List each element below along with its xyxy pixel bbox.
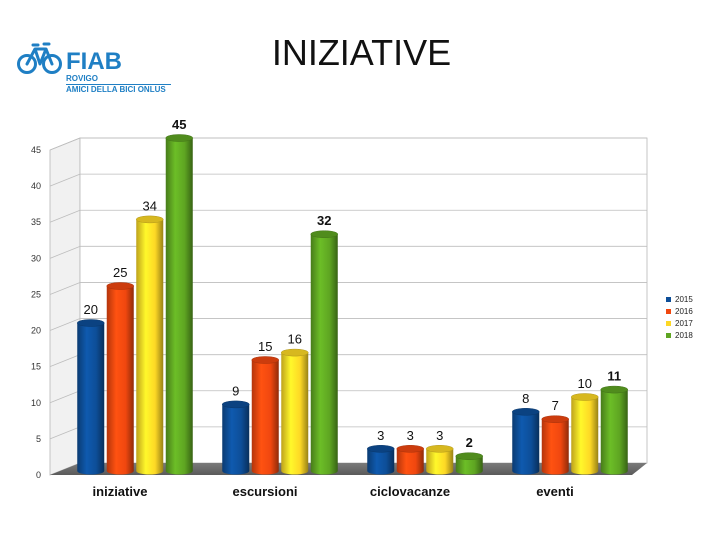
y-tick-label: 35	[31, 217, 41, 227]
legend-swatch	[666, 332, 671, 338]
legend-swatch	[666, 320, 671, 326]
data-label: 8	[522, 391, 529, 406]
x-tick-label: ciclovacanze	[370, 484, 450, 499]
gridline-side	[49, 426, 81, 440]
legend-entry: 2017	[666, 317, 693, 329]
logo-city: ROVIGO	[66, 74, 99, 83]
legend-swatch	[666, 296, 671, 302]
legend-label: 2018	[675, 330, 693, 340]
fiab-logo: FIAB ROVIGO AMICI DELLA BICI ONLUS	[16, 40, 176, 96]
data-label: 45	[172, 117, 186, 132]
y-tick-label: 30	[31, 253, 41, 263]
logo-divider	[66, 84, 171, 85]
bar-2015-escursioni	[222, 400, 250, 475]
bar-2016-iniziative	[106, 282, 134, 475]
bar-2015-eventi	[512, 408, 540, 475]
bicycle-icon	[17, 42, 62, 74]
x-axis: iniziative escursioni ciclovacanze eventi	[93, 484, 574, 499]
bar-2016-ciclovacanze	[396, 445, 424, 475]
y-tick-label: 45	[31, 145, 41, 155]
y-tick-label: 5	[36, 434, 41, 444]
data-label: 7	[552, 398, 559, 413]
bar-2018-iniziative	[165, 134, 193, 475]
y-tick-label: 10	[31, 398, 41, 408]
logo-brand: FIAB	[66, 48, 122, 75]
data-label: 20	[84, 302, 98, 317]
gridline-side	[49, 318, 81, 331]
data-label: 3	[377, 428, 384, 443]
y-tick-label: 20	[31, 326, 41, 336]
legend-entry: 2018	[666, 329, 693, 341]
legend-entry: 2016	[666, 305, 693, 317]
data-label: 10	[578, 376, 592, 391]
bar-2016-escursioni	[251, 356, 279, 475]
bar-2018-escursioni	[310, 230, 338, 475]
x-tick-label: escursioni	[232, 484, 297, 499]
data-label: 32	[317, 213, 331, 228]
data-label: 3	[407, 428, 414, 443]
data-label: 3	[436, 428, 443, 443]
y-tick-label: 25	[31, 289, 41, 299]
gridline-side	[49, 245, 81, 259]
bar-2016-eventi	[541, 415, 569, 475]
bar-2015-ciclovacanze	[367, 445, 395, 475]
gridline-side	[49, 390, 81, 404]
y-tick-label: 0	[36, 470, 41, 480]
gridline-side	[49, 137, 81, 151]
side-wall	[49, 137, 81, 476]
x-tick-label: iniziative	[93, 484, 148, 499]
chart-bars	[77, 134, 628, 475]
bar-2015-iniziative	[77, 319, 105, 475]
back-wall	[79, 137, 648, 464]
data-label: 25	[113, 265, 127, 280]
data-label: 15	[258, 339, 272, 354]
gridline-side	[49, 282, 81, 295]
data-label: 16	[288, 332, 302, 347]
legend-label: 2017	[675, 318, 693, 328]
legend-entry: 2015	[666, 293, 693, 305]
gridline-side	[49, 354, 81, 368]
chart-legend: 2015 2016 2017 2018	[666, 293, 693, 341]
bar-2018-eventi	[600, 385, 628, 475]
y-tick-label: 15	[31, 362, 41, 372]
y-axis: 0 5 10 15 20 25 30 35 40 45	[31, 145, 41, 480]
legend-label: 2016	[675, 306, 693, 316]
bar-2017-ciclovacanze	[426, 445, 454, 475]
gridline-side	[49, 209, 81, 223]
bar-2018-ciclovacanze	[455, 452, 483, 475]
legend-label: 2015	[675, 294, 693, 304]
x-tick-label: eventi	[536, 484, 574, 499]
data-label: 11	[607, 369, 621, 384]
legend-swatch	[666, 308, 671, 314]
bar-2017-eventi	[571, 393, 599, 475]
y-tick-label: 40	[31, 181, 41, 191]
page-title: INIZIATIVE	[271, 32, 452, 73]
data-label: 2	[466, 435, 473, 450]
logo-subtitle: AMICI DELLA BICI ONLUS	[66, 85, 166, 94]
bar-2017-escursioni	[281, 348, 309, 475]
bar-2017-iniziative	[136, 215, 164, 475]
data-label: 9	[232, 383, 239, 398]
chart-floor	[50, 463, 647, 475]
data-label: 34	[143, 198, 157, 213]
gridline-side	[49, 173, 81, 187]
